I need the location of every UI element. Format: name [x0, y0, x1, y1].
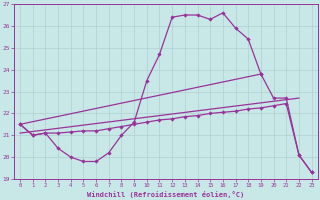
- X-axis label: Windchill (Refroidissement éolien,°C): Windchill (Refroidissement éolien,°C): [87, 191, 244, 198]
